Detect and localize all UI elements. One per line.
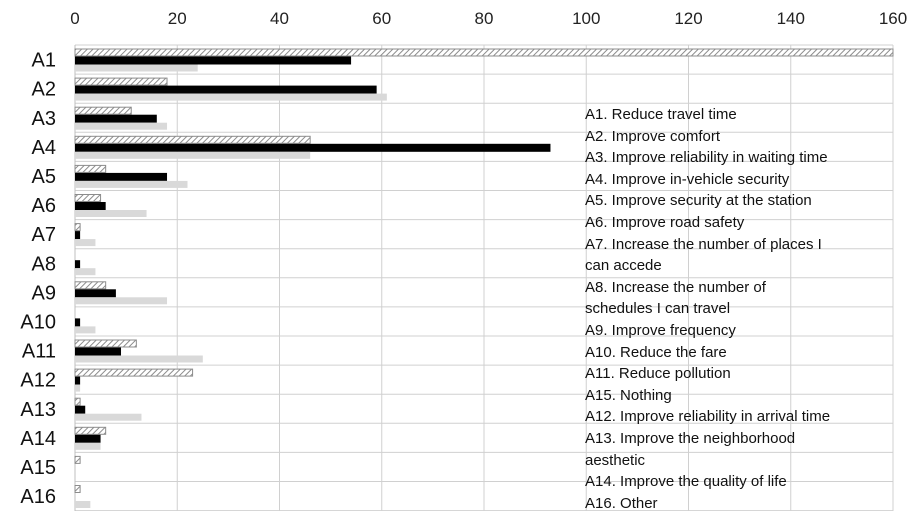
- bar-a14-series-1: [74, 426, 107, 435]
- bar-a4-series-2: [75, 143, 551, 152]
- category-label: A3: [32, 108, 56, 130]
- bar-a5-series-2: [75, 172, 168, 181]
- bar-a4-series-3: [75, 151, 311, 159]
- bar-a13-series-2: [75, 405, 86, 414]
- annotation-list: A1. Reduce travel time A2. Improve comfor…: [585, 104, 905, 514]
- category-label: A6: [32, 195, 56, 217]
- x-tick-label: 0: [70, 9, 79, 28]
- annotation-line: A14. Improve the quality of life: [585, 473, 787, 491]
- x-axis-tick-labels: 0 20 40 60 80 100 120 140 160: [70, 9, 907, 28]
- x-tick-label: 40: [270, 9, 289, 28]
- bar-a3-series-3: [75, 122, 168, 130]
- bar-a8-series-3: [75, 268, 96, 276]
- bar-a2-series-2: [75, 85, 377, 94]
- annotation-line: A2. Improve comfort: [585, 127, 721, 145]
- x-tick-label: 60: [372, 9, 391, 28]
- bar-a12-series-2: [75, 376, 81, 385]
- category-label: A13: [20, 399, 56, 421]
- annotation-line: A6. Improve road safety: [585, 213, 745, 231]
- bar-a2-series-3: [75, 93, 387, 101]
- x-tick-label: 80: [475, 9, 494, 28]
- x-tick-label: 140: [777, 9, 805, 28]
- category-label: A4: [32, 137, 56, 159]
- bar-a1-series-2: [75, 56, 352, 65]
- annotation-line: aesthetic: [585, 451, 646, 469]
- category-label: A8: [32, 253, 56, 275]
- bar-a6-series-3: [75, 210, 147, 217]
- bar-a16-series-3: [75, 501, 91, 508]
- annotation-line: A8. Increase the number of: [585, 278, 766, 296]
- category-label: A7: [32, 224, 56, 246]
- bars: [74, 48, 894, 508]
- y-axis-category-labels: A1 A2 A3 A4 A5 A6 A7 A8 A9 A10 A11 A12 A13 A14 A15 A16: [20, 50, 56, 508]
- bar-a14-series-3: [75, 442, 101, 450]
- bar-a10-series-2: [75, 318, 81, 327]
- category-label: A1: [32, 50, 56, 72]
- category-label: A2: [32, 79, 56, 101]
- bar-a7-series-2: [75, 231, 81, 240]
- bar-a14-series-2: [75, 434, 101, 443]
- bar-a4-series-1: [74, 135, 311, 144]
- bar-a3-series-2: [75, 114, 157, 123]
- bar-a16-series-1: [74, 485, 81, 493]
- bar-a1-series-3: [75, 64, 198, 72]
- category-label: A16: [20, 486, 56, 508]
- bar-a11-series-1: [74, 339, 137, 348]
- bar-a9-series-1: [74, 281, 107, 290]
- bar-a15-series-1: [74, 455, 81, 464]
- x-tick-label: 160: [879, 9, 907, 28]
- x-tick-label: 20: [168, 9, 187, 28]
- bar-a13-series-1: [74, 397, 81, 406]
- bar-a9-series-3: [75, 297, 168, 305]
- annotation-line: A4. Improve in-vehicle security: [585, 170, 790, 188]
- annotation-line: A5. Improve security at the station: [585, 192, 812, 210]
- gridlines: [74, 44, 894, 511]
- bar-a7-series-1: [74, 223, 81, 232]
- x-tick-label: 100: [572, 9, 600, 28]
- category-label: A14: [20, 428, 56, 450]
- annotation-line: schedules I can travel: [585, 300, 731, 318]
- bar-a6-series-2: [75, 202, 106, 210]
- annotation-line: A12. Improve reliability in arrival time: [585, 408, 831, 426]
- annotation-line: A7. Increase the number of places I: [585, 235, 822, 253]
- bar-a3-series-1: [74, 106, 132, 115]
- annotation-line: can accede: [585, 257, 662, 275]
- annotation-line: A13. Improve the neighborhood: [585, 429, 796, 447]
- annotation-line: A11. Reduce pollution: [585, 365, 731, 383]
- category-label: A15: [20, 457, 56, 479]
- annotation-line: A9. Improve frequency: [585, 321, 736, 339]
- category-label: A5: [32, 166, 56, 188]
- bar-a10-series-3: [75, 326, 96, 334]
- category-label: A10: [20, 311, 56, 333]
- annotation-line: A1. Reduce travel time: [585, 106, 737, 123]
- annotation-line: A16. Other: [585, 494, 658, 512]
- bar-a5-series-3: [75, 180, 188, 188]
- bar-a9-series-2: [75, 289, 116, 298]
- bar-a11-series-2: [75, 347, 122, 356]
- bar-a7-series-3: [75, 239, 96, 247]
- bar-a12-series-3: [75, 384, 81, 392]
- category-label: A12: [20, 370, 56, 392]
- bar-a12-series-1: [74, 368, 194, 377]
- bar-a6-series-1: [74, 194, 102, 202]
- bar-a8-series-2: [75, 260, 81, 269]
- annotation-line: A10. Reduce the fare: [585, 343, 727, 361]
- category-label: A11: [22, 341, 56, 363]
- bar-a1-series-1: [74, 48, 894, 57]
- x-tick-label: 120: [674, 9, 702, 28]
- bar-a13-series-3: [75, 413, 142, 421]
- bar-a11-series-3: [75, 355, 203, 363]
- bar-a2-series-1: [74, 77, 168, 86]
- category-label: A9: [32, 282, 56, 304]
- annotation-line: A3. Improve reliability in waiting time: [585, 149, 828, 167]
- annotation-line: A15. Nothing: [585, 386, 672, 404]
- bar-a5-series-1: [74, 164, 107, 173]
